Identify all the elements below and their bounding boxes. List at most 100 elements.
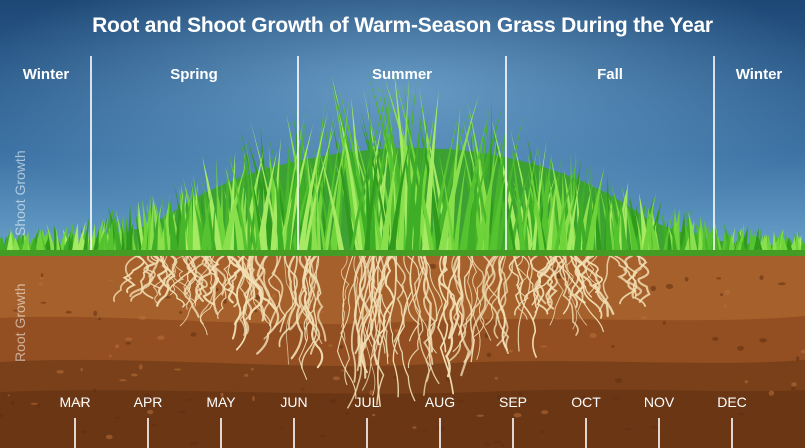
grass-blade xyxy=(447,105,461,250)
soil-pebble xyxy=(39,276,45,280)
soil-pebble xyxy=(611,345,615,348)
root-strand xyxy=(375,255,389,365)
grass-blade xyxy=(373,127,381,250)
grass-blade xyxy=(585,166,605,250)
soil-pebble xyxy=(125,342,131,345)
grass-blade xyxy=(438,151,456,250)
grass-blade xyxy=(202,156,223,250)
grass-blade xyxy=(178,186,186,250)
soil-pebble xyxy=(115,416,120,419)
grass-blade xyxy=(702,221,706,250)
soil-pebble xyxy=(208,398,213,403)
grass-blade xyxy=(192,193,201,250)
grass-blade xyxy=(161,194,169,250)
month-label-oct: OCT xyxy=(571,394,601,410)
grass-blade xyxy=(298,111,329,250)
root-strand xyxy=(549,255,579,336)
grass-blade xyxy=(791,235,796,250)
grass-blade xyxy=(671,221,678,250)
grass-blade xyxy=(489,168,507,250)
grass-blade xyxy=(319,151,345,250)
soil-pebble xyxy=(394,328,399,333)
grass-blade xyxy=(412,109,429,251)
root-strand xyxy=(199,255,234,336)
grass-blade xyxy=(625,200,639,250)
grass-blade xyxy=(281,115,305,251)
root-strand xyxy=(482,255,510,355)
grass-blade xyxy=(663,209,674,250)
root-strand xyxy=(609,255,638,305)
month-label-dec: DEC xyxy=(717,394,747,410)
soil-pebble xyxy=(329,398,337,404)
soil-pebble xyxy=(759,275,764,280)
grass-blade xyxy=(121,223,125,250)
root-strand xyxy=(451,255,463,339)
soil-pebble xyxy=(178,410,186,414)
grass-blade xyxy=(256,151,278,250)
root-strand xyxy=(169,255,185,296)
soil-bottom-layer xyxy=(0,389,805,448)
root-strand xyxy=(508,255,521,316)
grass-blade xyxy=(149,196,154,250)
soil-pebble xyxy=(662,320,666,325)
grass-blade xyxy=(398,75,410,251)
soil-pebble xyxy=(778,282,786,286)
soil-pebble xyxy=(174,368,182,371)
root-strand xyxy=(463,255,475,363)
grass-blade xyxy=(688,211,698,250)
grass-blade xyxy=(135,210,142,250)
root-strand xyxy=(637,254,651,303)
grass-blade xyxy=(106,220,115,250)
grass-blade xyxy=(200,192,212,250)
soil-pebble xyxy=(178,311,183,314)
grass-blade xyxy=(83,216,90,250)
soil-pebble xyxy=(496,394,501,400)
soil-pebble xyxy=(147,409,154,415)
grass-blade xyxy=(219,179,225,250)
grass-blade xyxy=(566,177,581,250)
soil-pebble xyxy=(220,392,224,397)
soil-pebble xyxy=(13,309,19,312)
grass-blade xyxy=(729,233,734,250)
soil-pebble xyxy=(186,398,193,401)
soil-pebble xyxy=(115,344,120,349)
root-strand xyxy=(354,255,376,355)
grass-blade xyxy=(285,110,308,250)
grass-blade xyxy=(59,226,68,250)
grass-blade xyxy=(247,138,278,250)
soil-pebble xyxy=(493,440,502,444)
root-strand xyxy=(113,255,138,302)
grass-blade xyxy=(141,218,150,250)
grass-blade xyxy=(488,134,505,250)
grass-blade xyxy=(72,222,80,250)
grass-blade xyxy=(565,178,576,250)
grass-blade xyxy=(274,166,285,250)
soil-pebble xyxy=(143,393,152,398)
root-strand xyxy=(496,255,509,347)
grass-blade xyxy=(40,230,47,250)
soil-pebble xyxy=(508,349,513,353)
soil-pebble xyxy=(92,388,97,393)
grass-blade xyxy=(111,208,123,250)
grass-blade xyxy=(270,137,281,250)
grass-blade xyxy=(348,154,367,250)
root-strand xyxy=(305,255,320,334)
grass-blade xyxy=(247,156,251,250)
soil-pebble xyxy=(344,411,350,415)
grass-blade xyxy=(801,237,805,250)
soil-pebble xyxy=(93,310,98,317)
soil-pebble xyxy=(800,349,805,354)
soil-pebble xyxy=(650,425,659,429)
soil-pebble xyxy=(98,318,102,321)
grass-blade xyxy=(531,139,547,250)
soil-pebble xyxy=(108,279,113,282)
month-label-jul: JUL xyxy=(354,394,380,410)
grass-blade xyxy=(496,112,525,250)
grass-blade xyxy=(554,155,579,250)
grass-blade xyxy=(359,107,391,250)
soil-pebble xyxy=(716,277,721,280)
grass-blade xyxy=(18,234,23,250)
root-strand xyxy=(493,255,518,339)
month-label-sep: SEP xyxy=(498,394,528,410)
